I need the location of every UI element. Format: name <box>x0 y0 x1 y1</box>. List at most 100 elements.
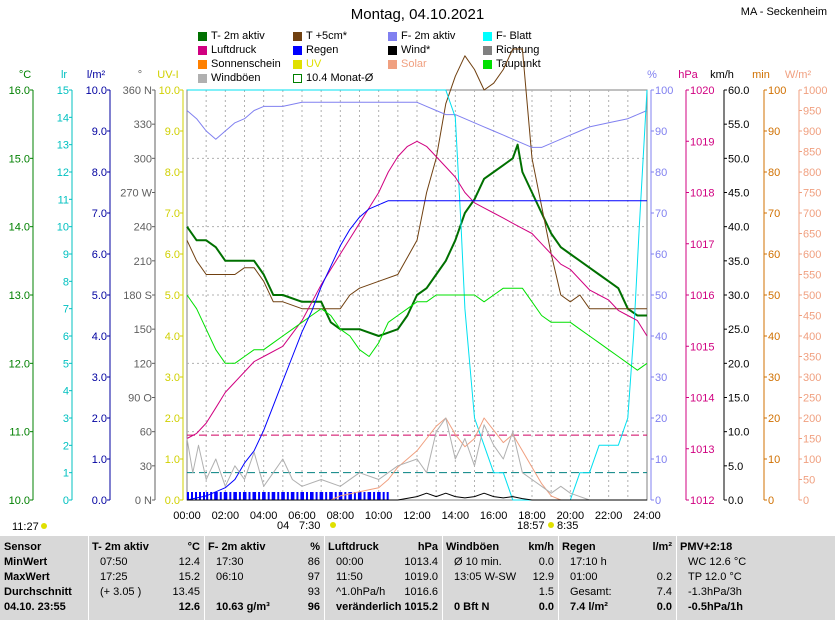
summary-cell-label: Durchschnitt <box>4 586 72 598</box>
summary-row: 17:25 15.2 <box>92 570 200 584</box>
summary-cell-label: 04.10. 23:55 <box>4 601 66 613</box>
axis-tick-label: 30.0 <box>728 290 749 302</box>
axis-tick-label: 5 <box>63 358 69 370</box>
axis-tick-label: 9.0 <box>92 126 107 138</box>
summary-cell-value: 97 <box>307 571 320 583</box>
axis-tick-label: 360 N <box>123 85 152 97</box>
legend-label: 10.4 Monat-Ø <box>306 72 374 84</box>
axis-tick-label: 50 <box>803 475 815 487</box>
summary-cell-label: 7.4 l/m² <box>570 601 608 613</box>
legend-swatch <box>293 59 302 69</box>
summary-column: Windböen km/h Ø 10 min. 0.0 13:05 W-SW 12.9 1.… <box>442 536 559 620</box>
rain-bar <box>290 492 293 500</box>
summary-row: -1.3hPa/3h <box>680 585 831 599</box>
legend-swatch <box>293 31 302 41</box>
axis-tick-label: 650 <box>803 229 821 241</box>
rain-bar <box>187 492 189 500</box>
axis-tick-label: 80 <box>655 167 667 179</box>
series-line <box>187 492 647 501</box>
rain-bar <box>377 492 380 500</box>
rain-bar <box>325 492 328 500</box>
chart-title: Montag, 04.10.2021 <box>350 6 485 23</box>
rain-bar <box>319 492 322 500</box>
summary-cell-label: PMV+2:18 <box>680 541 733 553</box>
rain-bar <box>300 492 303 500</box>
axis-tick-label: 100 <box>803 454 821 466</box>
summary-row: TP 12.0 °C <box>680 570 831 584</box>
summary-row: 17:10 h <box>562 555 672 569</box>
axis-tick-label: 600 <box>803 249 821 261</box>
summary-cell-value: 12.6 <box>178 601 200 613</box>
summary-cell-value: 7.4 <box>656 586 672 598</box>
legend-label: Wind* <box>401 44 431 56</box>
summary-cell-label: 13:05 W-SW <box>454 571 517 583</box>
summary-cell-value: 1016.6 <box>404 586 438 598</box>
summary-row: T- 2m aktiv °C <box>92 540 200 554</box>
axis-tick-label: 0 <box>768 495 774 507</box>
axis-tick-label: 30 <box>140 461 152 473</box>
axis-tick-label: 40 <box>655 331 667 343</box>
axis-tick-label: 13.0 <box>9 290 30 302</box>
axis-tick-label: 50 <box>655 290 667 302</box>
legend-label: Luftdruck <box>211 44 257 56</box>
legend: T- 2m aktiv T +5cm* F- 2m aktiv F- Blatt Luf… <box>198 30 598 90</box>
summary-row: PMV+2:18 <box>680 540 831 554</box>
summary-cell-label: 17:30 <box>216 556 244 568</box>
rain-bar <box>281 492 284 500</box>
summary-column: Regen l/m² 17:10 h 01:00 0.2 Gesamt: 7.4 7.4 l/… <box>558 536 677 620</box>
axis-tick-label: 250 <box>803 393 821 405</box>
summary-row: 7.4 l/m² 0.0 <box>562 600 672 614</box>
axis-tick-label: 3.0 <box>92 372 107 384</box>
rain-bar <box>330 492 333 500</box>
summary-cell-label: -1.3hPa/3h <box>688 586 742 598</box>
station-name: MA - Seckenheim <box>740 6 827 18</box>
legend-item: T- 2m aktiv <box>198 30 265 42</box>
axis-tick-label: 15.0 <box>9 153 30 165</box>
legend-label: T +5cm* <box>306 30 348 42</box>
summary-row: 1.5 <box>446 585 554 599</box>
legend-item: 10.4 Monat-Ø <box>293 72 373 84</box>
legend-swatch <box>388 45 397 55</box>
axis-tick-label: 11.0 <box>9 427 30 439</box>
series-line <box>186 287 648 371</box>
summary-row: Durchschnitt <box>4 585 84 599</box>
summary-column: Luftdruck hPa 00:00 1013.4 11:50 1019.0 ^1.0hP… <box>324 536 443 620</box>
axis-tick-label: 400 <box>803 331 821 343</box>
axis-tick-label: 1020 <box>690 85 714 97</box>
axis-tick-label: 20.0 <box>728 358 749 370</box>
x-tick-label: 16:00 <box>480 510 508 522</box>
sunrise-icon <box>330 522 336 528</box>
legend-item: Richtung <box>483 44 539 56</box>
legend-swatch <box>198 73 207 83</box>
summary-column: Sensor MinWert MaxWert Durchschnitt 04.10. 2… <box>0 536 89 620</box>
axis-unit-label: hPa <box>678 69 698 81</box>
axis-tick-label: 8.0 <box>92 167 107 179</box>
summary-cell-value: 13.45 <box>172 586 200 598</box>
axis-tick-label: 300 <box>803 372 821 384</box>
axis-tick-label: 7.0 <box>92 208 107 220</box>
summary-cell-label: 0 Bft N <box>454 601 490 613</box>
legend-label: Solar <box>401 58 427 70</box>
series-line <box>187 417 647 501</box>
axis-tick-label: 0 <box>655 495 661 507</box>
axis-tick-label: 2.0 <box>165 413 180 425</box>
legend-item: Windböen <box>198 72 261 84</box>
axis-tick-label: 330 <box>134 119 152 131</box>
summary-row: WC 12.6 °C <box>680 555 831 569</box>
summary-cell-label: -0.5hPa/1h <box>688 601 744 613</box>
summary-cell-label: 07:50 <box>100 556 128 568</box>
axis-tick-label: 80 <box>768 167 780 179</box>
summary-cell-value: km/h <box>528 541 554 553</box>
axis-tick-label: 180 S <box>123 290 152 302</box>
rain-bar <box>382 492 385 500</box>
axis-tick-label: 10.0 <box>86 85 107 97</box>
axis-tick-label: 300 <box>134 153 152 165</box>
axis-tick-label: 0.0 <box>92 495 107 507</box>
axis-tick-label: 35.0 <box>728 256 749 268</box>
axis-tick-label: 10.0 <box>9 495 30 507</box>
axis-tick-label: 15.0 <box>728 393 749 405</box>
axis-tick-label: 60 <box>140 427 152 439</box>
axis-tick-label: 1016 <box>690 290 714 302</box>
axis-tick-label: 90 <box>655 126 667 138</box>
summary-cell-value: 1.5 <box>538 586 554 598</box>
